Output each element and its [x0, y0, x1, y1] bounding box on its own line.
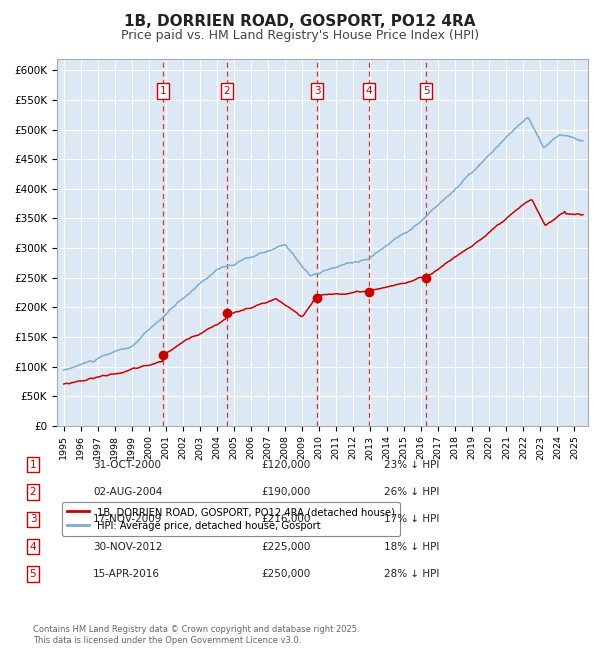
Text: £120,000: £120,000 [261, 460, 310, 470]
Text: £225,000: £225,000 [261, 541, 310, 552]
Text: 1: 1 [29, 460, 37, 470]
Text: 1B, DORRIEN ROAD, GOSPORT, PO12 4RA: 1B, DORRIEN ROAD, GOSPORT, PO12 4RA [124, 14, 476, 29]
Text: 18% ↓ HPI: 18% ↓ HPI [384, 541, 439, 552]
Text: 5: 5 [29, 569, 37, 579]
Text: 23% ↓ HPI: 23% ↓ HPI [384, 460, 439, 470]
Text: 26% ↓ HPI: 26% ↓ HPI [384, 487, 439, 497]
Text: 17% ↓ HPI: 17% ↓ HPI [384, 514, 439, 525]
Text: 31-OCT-2000: 31-OCT-2000 [93, 460, 161, 470]
Text: 30-NOV-2012: 30-NOV-2012 [93, 541, 163, 552]
Legend: 1B, DORRIEN ROAD, GOSPORT, PO12 4RA (detached house), HPI: Average price, detach: 1B, DORRIEN ROAD, GOSPORT, PO12 4RA (det… [62, 502, 400, 536]
Text: 15-APR-2016: 15-APR-2016 [93, 569, 160, 579]
Text: 4: 4 [29, 541, 37, 552]
Text: 1: 1 [160, 86, 166, 96]
Text: 17-NOV-2009: 17-NOV-2009 [93, 514, 163, 525]
Text: £190,000: £190,000 [261, 487, 310, 497]
Text: Contains HM Land Registry data © Crown copyright and database right 2025.
This d: Contains HM Land Registry data © Crown c… [33, 625, 359, 645]
Text: 3: 3 [29, 514, 37, 525]
Text: 2: 2 [29, 487, 37, 497]
Text: 28% ↓ HPI: 28% ↓ HPI [384, 569, 439, 579]
Text: 5: 5 [423, 86, 430, 96]
Text: Price paid vs. HM Land Registry's House Price Index (HPI): Price paid vs. HM Land Registry's House … [121, 29, 479, 42]
Text: 2: 2 [224, 86, 230, 96]
Text: 3: 3 [314, 86, 320, 96]
Text: £216,000: £216,000 [261, 514, 310, 525]
Text: £250,000: £250,000 [261, 569, 310, 579]
Text: 02-AUG-2004: 02-AUG-2004 [93, 487, 163, 497]
Text: 4: 4 [365, 86, 372, 96]
